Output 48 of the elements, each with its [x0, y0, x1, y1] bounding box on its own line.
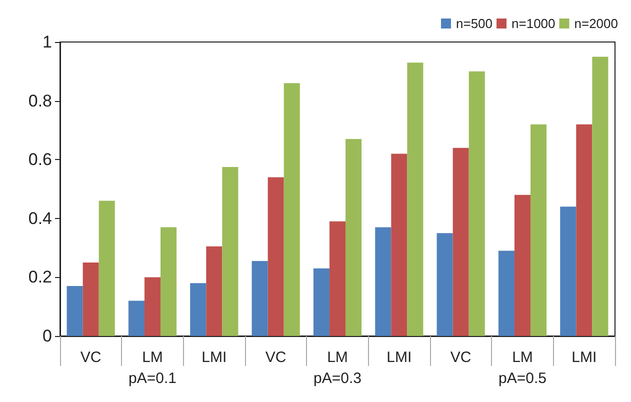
text: pA=0.3: [314, 370, 362, 387]
bar: [468, 71, 485, 336]
y-tick-label: 0: [42, 326, 52, 346]
x-tick-label: LM: [512, 349, 533, 366]
bar: [66, 286, 83, 336]
y-tick-label: 0.2: [28, 268, 52, 287]
x-tick-label: VC: [80, 349, 102, 366]
bar: [560, 206, 576, 336]
text: pA=0.1: [128, 370, 176, 387]
bar: [252, 261, 268, 336]
bar: [592, 56, 608, 336]
legend-label: n=500: [456, 16, 493, 31]
y-tick-label: 1: [42, 32, 52, 52]
bar: [128, 300, 144, 336]
bar: [576, 124, 592, 336]
bar: [407, 62, 424, 336]
x-tick-label: VC: [450, 349, 472, 366]
bar: [268, 177, 284, 336]
bar: [98, 200, 115, 336]
bar: [284, 83, 300, 336]
bar: [346, 139, 362, 336]
y-tick-label: 0.8: [28, 91, 52, 110]
bar: [82, 262, 99, 336]
x-tick-label: LM: [327, 349, 348, 366]
legend-label: n=2000: [574, 16, 618, 31]
x-tick-label: LM: [142, 349, 163, 366]
bar: [498, 250, 514, 336]
y-tick-label: 0.4: [28, 208, 52, 228]
legend-label: n=1000: [512, 16, 556, 31]
bar: [514, 194, 531, 336]
bar: [313, 268, 330, 336]
x-tick-label: LMI: [202, 349, 227, 366]
y-tick-label: 0.6: [28, 150, 52, 170]
text: pA=0.5: [498, 370, 546, 387]
x-tick-label: VC: [265, 349, 286, 366]
bar: [160, 227, 177, 336]
x-tick-label: LMI: [572, 349, 597, 366]
x-tick-label: LMI: [386, 349, 412, 366]
bar: [452, 148, 469, 336]
bar: [206, 246, 222, 336]
bar: [222, 166, 238, 336]
bar: [190, 283, 206, 336]
bar: [375, 227, 392, 336]
bar: [144, 277, 161, 336]
bar: [391, 154, 408, 336]
bar: [329, 221, 346, 336]
bar: [530, 124, 547, 336]
bar: [436, 233, 453, 336]
